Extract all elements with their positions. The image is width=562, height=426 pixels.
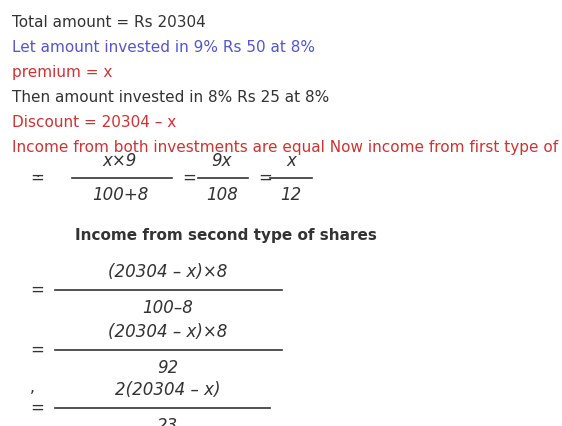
Text: Total amount = Rs 20304: Total amount = Rs 20304 <box>12 15 206 30</box>
Text: (20304 – x)×8: (20304 – x)×8 <box>108 263 228 281</box>
Text: Discount = 20304 – x: Discount = 20304 – x <box>12 115 176 130</box>
Text: =: = <box>30 169 44 187</box>
Text: 12: 12 <box>280 186 302 204</box>
Text: 92: 92 <box>157 359 179 377</box>
Text: (20304 – x)×8: (20304 – x)×8 <box>108 323 228 341</box>
Text: =: = <box>182 169 196 187</box>
Text: 100–8: 100–8 <box>143 299 193 317</box>
Text: 108: 108 <box>206 186 238 204</box>
Text: =: = <box>258 169 272 187</box>
Text: 100+8: 100+8 <box>92 186 148 204</box>
Text: Income from second type of shares: Income from second type of shares <box>75 228 377 243</box>
Text: =: = <box>30 281 44 299</box>
Text: 2(20304 – x): 2(20304 – x) <box>115 381 221 399</box>
Text: Income from both investments are equal Now income from first type of shares: Income from both investments are equal N… <box>12 140 562 155</box>
Text: 9x: 9x <box>212 152 232 170</box>
Text: x×9: x×9 <box>103 152 137 170</box>
Text: =: = <box>30 341 44 359</box>
Text: Let amount invested in 9% Rs 50 at 8%: Let amount invested in 9% Rs 50 at 8% <box>12 40 315 55</box>
Text: 23: 23 <box>157 417 179 426</box>
Text: ·: · <box>36 170 40 184</box>
Text: premium = x: premium = x <box>12 65 112 80</box>
Text: x: x <box>286 152 296 170</box>
Text: Then amount invested in 8% Rs 25 at 8%: Then amount invested in 8% Rs 25 at 8% <box>12 90 329 105</box>
Text: =: = <box>30 399 44 417</box>
Text: ,: , <box>30 380 34 395</box>
